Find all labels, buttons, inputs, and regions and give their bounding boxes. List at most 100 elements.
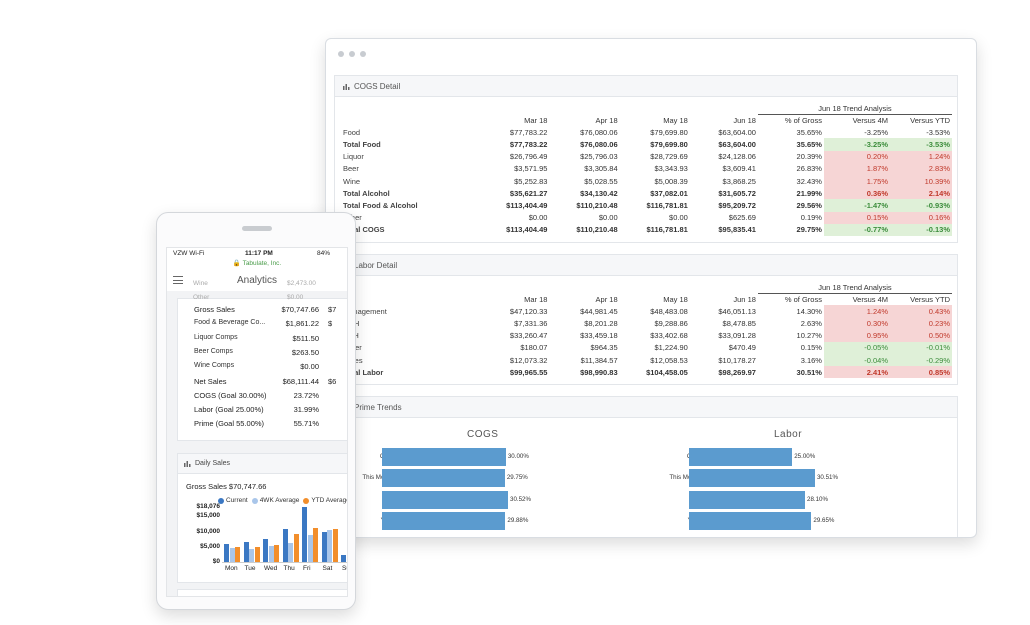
table-cell: $95,835.41 <box>718 225 756 235</box>
daily-sales-bar[interactable] <box>327 530 333 562</box>
table-row: Beer $3,571.95 $3,305.84 $3,343.93 $3,609.41… <box>341 162 952 175</box>
legend-label: YTD Average <box>311 497 348 504</box>
chart-legend: Current 4WK Average YTD Average <box>218 497 348 506</box>
table-cell: $28,729.69 <box>650 152 688 162</box>
table-cell: $116,781.81 <box>646 225 688 235</box>
row-label: Total Labor <box>343 367 384 377</box>
daily-sales-bar[interactable] <box>263 539 269 562</box>
daily-sales-bar[interactable] <box>224 544 230 562</box>
table-cell: 35.65% <box>796 127 822 137</box>
table-cell: 0.43% <box>890 305 952 318</box>
summary-value: $263.50 <box>291 347 319 357</box>
legend-item[interactable]: 4WK Average <box>251 497 300 504</box>
row-label: Total COGS <box>343 225 385 235</box>
table-cell: $33,402.68 <box>650 331 688 341</box>
table-cell: -1.47% <box>823 199 891 212</box>
row-label: FOH <box>341 330 485 342</box>
table-cell: $98,990.83 <box>580 367 618 377</box>
table-cell: $12,058.53 <box>650 355 688 365</box>
summary-label: Net Sales <box>194 376 227 386</box>
legend-item[interactable]: YTD Average <box>303 497 348 504</box>
table-cell: $95,209.72 <box>718 200 756 210</box>
hamburger-menu-icon[interactable] <box>173 276 183 284</box>
daily-sales-bar[interactable] <box>229 548 235 562</box>
prime-bar <box>382 469 505 488</box>
daily-sales-bar[interactable] <box>243 541 249 562</box>
table-cell: $113,404.49 <box>506 225 548 235</box>
battery-label: 84% <box>317 250 331 257</box>
window-dot-icon[interactable] <box>338 51 344 57</box>
prime-trends-panel: Prime Trends COGSGoal30.00%This Month29.… <box>334 396 958 537</box>
trend-analysis-header: Jun 18 Trend Analysis <box>757 104 952 115</box>
prime-bar <box>689 448 793 466</box>
table-cell: $33,091.28 <box>718 331 756 341</box>
table-row: Taxes $12,073.32 $11,384.57 $12,058.53 $10,1… <box>341 353 952 367</box>
table-cell: $5,028.55 <box>584 176 618 186</box>
table-cell: 14.30% <box>796 306 822 316</box>
table-row: Total COGS $113,404.49 $110,210.48 $116,781… <box>341 223 952 236</box>
daily-sales-bar[interactable] <box>302 507 308 562</box>
window-dot-icon[interactable] <box>349 51 355 57</box>
summary-label: Labor (Goal 25.00%) <box>194 405 264 415</box>
table-row: Wine $5,252.83 $5,028.55 $5,008.39 $3,868.25… <box>341 174 952 188</box>
table-cell: $7,331.36 <box>514 318 548 328</box>
table-cell: 10.27% <box>796 331 822 341</box>
daily-sales-bar[interactable] <box>288 543 294 562</box>
table-cell: 26.83% <box>796 164 822 174</box>
table-cell: 0.50% <box>890 329 952 342</box>
column-header: May 18 <box>663 294 688 304</box>
prime-panel-header: Prime Trends <box>335 397 957 418</box>
daily-sales-bar[interactable] <box>346 548 347 562</box>
window-dot-icon[interactable] <box>360 51 366 57</box>
table-cell: $25,796.03 <box>580 152 618 162</box>
daily-sales-bar[interactable] <box>293 534 299 562</box>
table-cell: $11,384.57 <box>580 355 618 365</box>
table-cell: 0.16% <box>890 211 952 224</box>
table-cell: -0.29% <box>890 353 952 367</box>
table-cell: $5,008.39 <box>654 176 688 186</box>
summary-label: Wine Comps <box>194 362 235 370</box>
dashboard-content: COGS Detail Jun 18 Trend Analysis Mar 18 A… <box>334 72 958 537</box>
table-cell: $0.00 <box>669 213 688 223</box>
column-header: Mar 18 <box>524 115 548 125</box>
table-cell: 0.30% <box>823 317 891 330</box>
daily-sales-bar[interactable] <box>274 544 280 562</box>
column-header: Apr 18 <box>595 115 618 125</box>
prime-bar <box>382 490 509 509</box>
column-header: % of Gross <box>784 294 822 304</box>
labor-detail-panel: Labor Detail Jun 18 Trend Analysis Mar 18… <box>334 254 958 385</box>
table-cell: -0.04% <box>823 353 891 367</box>
row-label: Other <box>341 342 485 354</box>
phone-speaker <box>242 226 272 231</box>
daily-sales-bar[interactable] <box>254 547 260 562</box>
table-cell: $79,699.80 <box>650 127 688 137</box>
legend-item[interactable]: Current <box>218 497 248 504</box>
table-cell: $47,120.33 <box>509 306 548 316</box>
url-bar[interactable]: 🔒 Tabulate, Inc. <box>167 259 347 269</box>
daily-sales-bar[interactable] <box>313 527 319 562</box>
column-header: Mar 18 <box>524 294 548 304</box>
daily-sales-bar[interactable] <box>282 529 288 562</box>
daily-sales-bar[interactable] <box>341 555 347 562</box>
daily-sales-bar[interactable] <box>249 549 255 562</box>
column-header: Versus 4M <box>852 115 889 125</box>
table-cell: $3,868.25 <box>722 176 756 186</box>
daily-sales-bar[interactable] <box>268 546 274 562</box>
prime-bar-value: 30.00% <box>507 453 529 460</box>
daily-gross-label: Gross Sales $70,747.66 <box>186 482 267 491</box>
daily-sales-title: Daily Sales <box>195 460 231 467</box>
summary-value: $70,747.66 <box>281 305 319 314</box>
daily-sales-bar[interactable] <box>321 532 327 562</box>
daily-sales-bar[interactable] <box>235 547 241 562</box>
summary-label: COGS (Goal 30.00%) <box>194 390 267 400</box>
y-tick-label: $5,000 <box>200 542 220 550</box>
summary-label: Liquor Comps <box>194 333 238 341</box>
column-header: May 18 <box>663 115 688 125</box>
legend-label: 4WK Average <box>259 497 300 504</box>
bar-chart-icon <box>184 461 191 467</box>
table-cell: 0.15% <box>800 343 822 353</box>
table-cell: $79,699.80 <box>650 139 688 149</box>
table-cell: $34,130.42 <box>580 188 618 198</box>
daily-sales-bar[interactable] <box>307 534 313 562</box>
daily-sales-bar[interactable] <box>332 528 338 562</box>
